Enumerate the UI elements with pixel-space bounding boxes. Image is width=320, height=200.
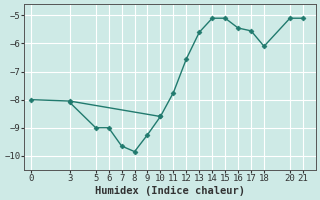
X-axis label: Humidex (Indice chaleur): Humidex (Indice chaleur)	[95, 186, 245, 196]
